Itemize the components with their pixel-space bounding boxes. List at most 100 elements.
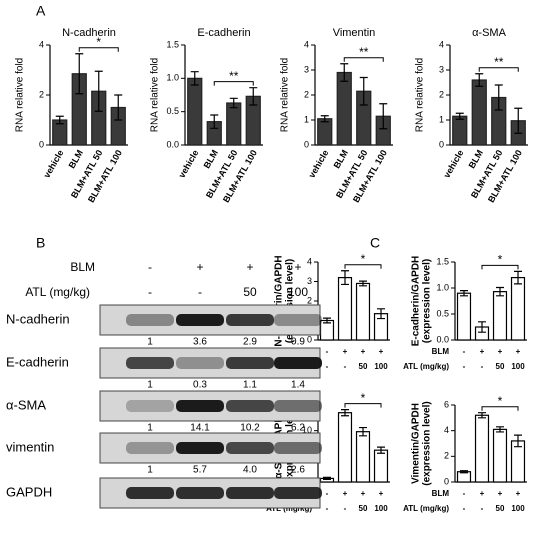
error-bar [475, 73, 484, 87]
treatment-value: 50 [359, 504, 368, 513]
y-axis-label: (expression level) [285, 259, 296, 343]
treatment-value: - [463, 362, 466, 371]
y-tick-label: 3 [304, 64, 309, 74]
error-bar [359, 280, 367, 287]
band-quant: 1 [147, 423, 153, 434]
treatment-value: - [463, 347, 466, 356]
y-axis-label: E-cadherin/GAPDH [411, 256, 422, 347]
y-tick-label: 2 [444, 451, 449, 461]
y-axis-label: N-cadherin/GAPDH [274, 255, 285, 346]
blot-band [226, 400, 274, 412]
treatment-value: 100 [511, 362, 525, 371]
error-bar [494, 84, 503, 111]
x-tick-label: vehicle [442, 148, 466, 179]
treatment-value: - [326, 504, 329, 513]
treatment-value: + [379, 489, 384, 498]
chart-title: N-cadherin [62, 27, 116, 39]
error-bar [249, 87, 258, 106]
y-axis-label: (expression level) [422, 401, 433, 485]
bar [337, 412, 353, 483]
blot-band [274, 487, 322, 499]
band-quant: 5.7 [193, 465, 207, 476]
y-axis-label: RNA relative fold [150, 58, 161, 132]
error-bar [75, 53, 84, 95]
treatment-label: ATL (mg/kg) [266, 504, 312, 513]
y-tick-label: 0.5 [436, 308, 449, 318]
y-tick-label: 4 [39, 39, 44, 49]
treatment-value: + [498, 489, 503, 498]
treatment-value: - [463, 504, 466, 513]
blot-band [226, 357, 274, 369]
blot-band [274, 400, 322, 412]
protein-label: α-SMA [6, 397, 46, 412]
significance-bracket [344, 264, 382, 269]
protein-label: vimentin [6, 439, 54, 454]
blot-band [126, 442, 174, 454]
error-bar [359, 426, 367, 437]
blot-band [126, 487, 174, 499]
y-tick-label: 10 [302, 425, 312, 435]
treatment-value: - [344, 362, 347, 371]
error-bar [94, 70, 103, 112]
y-tick-label: 2 [439, 89, 444, 99]
band-quant: 4.0 [243, 465, 257, 476]
band-quant: 1 [147, 380, 153, 391]
bar [471, 79, 487, 146]
error-bar [340, 63, 349, 82]
treatment-value: + [343, 347, 348, 356]
band-quant: 0.3 [193, 380, 207, 391]
protein-label: GAPDH [6, 484, 52, 499]
y-tick-label: 1.5 [436, 256, 449, 266]
treatment-value: 50 [496, 362, 505, 371]
treatment-value: + [516, 347, 521, 356]
error-bar [320, 115, 329, 123]
y-axis-label: RNA relative fold [415, 58, 426, 132]
y-tick-label: 0 [439, 139, 444, 149]
y-tick-label: 1 [304, 114, 309, 124]
treatment-value: + [516, 489, 521, 498]
treatment-label: ATL (mg/kg) [403, 504, 449, 513]
blot-band [226, 314, 274, 326]
blot-band [176, 314, 224, 326]
error-bar [341, 270, 349, 286]
significance-label: * [361, 391, 366, 405]
significance-label: ** [229, 69, 239, 83]
bar [226, 102, 242, 146]
bar [474, 414, 490, 483]
y-tick-label: 2 [39, 89, 44, 99]
significance-bracket [213, 81, 254, 86]
bar [492, 291, 508, 341]
y-tick-label: 0.5 [166, 106, 179, 116]
treatment-value: + [498, 347, 503, 356]
y-tick-label: 1.5 [166, 39, 179, 49]
band-quant: 0.9 [291, 337, 305, 348]
blot-band [176, 357, 224, 369]
panel-label: B [36, 235, 45, 251]
error-bar [478, 321, 486, 333]
band-quant: 2.9 [243, 337, 257, 348]
treatment-value: - [148, 260, 152, 274]
treatment-value: 100 [374, 504, 388, 513]
significance-bracket [478, 67, 519, 72]
treatment-value: - [344, 504, 347, 513]
significance-label: ** [494, 55, 504, 69]
y-tick-label: 3 [439, 64, 444, 74]
treatment-value: - [326, 362, 329, 371]
band-quant: 10.2 [240, 423, 260, 434]
error-bar [359, 76, 368, 106]
blot-band [274, 442, 322, 454]
treatment-label: BLM [432, 347, 450, 356]
chart-title: Vimentin [333, 27, 376, 39]
y-axis-label: RNA relative fold [280, 58, 291, 132]
error-bar [341, 409, 349, 417]
error-bar [210, 114, 219, 129]
x-tick-label: vehicle [42, 148, 66, 179]
significance-label: * [96, 35, 101, 49]
band-quant: 6.2 [291, 423, 305, 434]
treatment-value: + [294, 260, 301, 274]
blot-band [226, 487, 274, 499]
error-bar [460, 470, 468, 474]
y-tick-label: 2 [304, 89, 309, 99]
error-bar [229, 97, 238, 109]
treatment-value: + [361, 489, 366, 498]
